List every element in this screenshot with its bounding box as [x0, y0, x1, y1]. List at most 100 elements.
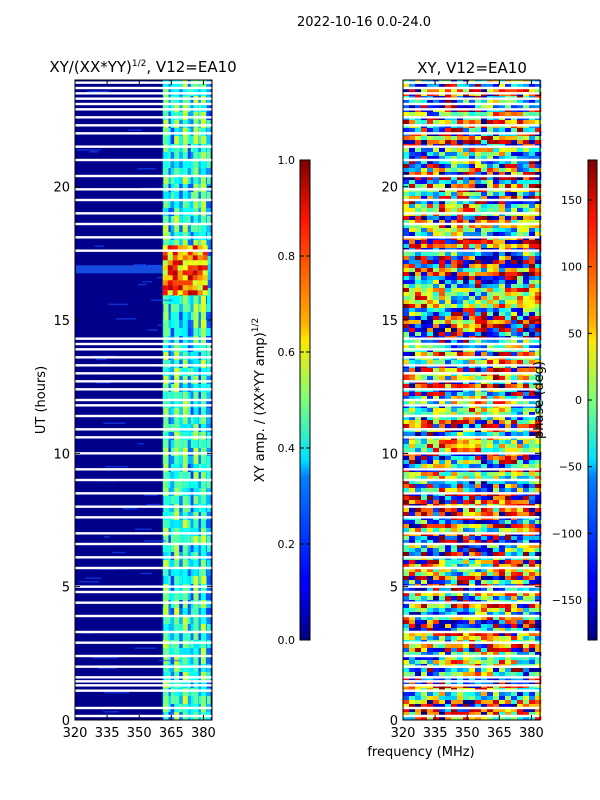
amplitude-cell	[206, 240, 211, 249]
phase-cell	[415, 560, 422, 565]
phase-cell	[523, 416, 530, 421]
phase-cell	[535, 604, 542, 609]
phase-cell	[517, 592, 524, 597]
amplitude-bright-channel	[174, 336, 180, 345]
phase-cell	[439, 328, 446, 333]
phase-cell	[463, 276, 470, 281]
phase-cell	[457, 596, 464, 601]
phase-cell	[457, 520, 464, 525]
phase-cell	[505, 296, 512, 301]
phase-cell	[499, 540, 506, 545]
amplitude-bright-channel	[182, 336, 188, 345]
amplitude-cell	[186, 600, 191, 609]
phase-cell	[511, 204, 518, 209]
phase-cell	[421, 84, 428, 89]
amplitude-hot-cell	[202, 270, 208, 276]
phase-cell	[439, 564, 446, 569]
amplitude-cell	[170, 560, 175, 569]
phase-cell	[403, 204, 410, 209]
amplitude-bright-channel	[163, 592, 169, 601]
phase-cell	[511, 120, 518, 125]
phase-cell	[517, 376, 524, 381]
phase-cell	[481, 580, 488, 585]
amplitude-bright-channel	[200, 168, 206, 177]
phase-cell	[451, 128, 458, 133]
phase-cell	[517, 172, 524, 177]
phase-cell	[475, 448, 482, 453]
phase-cell	[427, 228, 434, 233]
phase-cell	[445, 324, 452, 329]
phase-cell	[505, 488, 512, 493]
phase-cell	[421, 220, 428, 225]
phase-cell	[499, 448, 506, 453]
phase-cell	[409, 592, 416, 597]
phase-cell	[439, 548, 446, 553]
phase-cell	[493, 312, 500, 317]
phase-cell	[439, 652, 446, 657]
phase-cell	[481, 456, 488, 461]
amplitude-cell	[190, 240, 195, 249]
phase-cell	[445, 384, 452, 389]
phase-cell	[517, 192, 524, 197]
phase-cell	[529, 444, 536, 449]
phase-cell	[403, 308, 410, 313]
phase-cell	[409, 552, 416, 557]
phase-cell	[523, 464, 530, 469]
phase-cell	[505, 464, 512, 469]
phase-cell	[463, 652, 470, 657]
phase-cell	[433, 592, 440, 597]
phase-cell	[463, 88, 470, 93]
phase-cell	[457, 432, 464, 437]
phase-cell	[427, 644, 434, 649]
phase-cell	[445, 456, 452, 461]
phase-cell	[457, 148, 464, 153]
phase-cell	[421, 260, 428, 265]
phase-cell	[469, 148, 476, 153]
phase-cell	[493, 536, 500, 541]
phase-cell	[415, 256, 422, 261]
phase-cell	[499, 100, 506, 105]
phase-cell	[445, 332, 452, 337]
phase-cell	[475, 564, 482, 569]
phase-cell	[493, 648, 500, 653]
phase-cell	[421, 552, 428, 557]
phase-cell	[415, 496, 422, 501]
phase-cell	[511, 412, 518, 417]
phase-cell	[499, 396, 506, 401]
phase-cell	[475, 160, 482, 165]
phase-cell	[415, 204, 422, 209]
phase-cell	[433, 528, 440, 533]
phase-cell	[433, 232, 440, 237]
phase-cell	[505, 128, 512, 133]
phase-cell	[487, 288, 494, 293]
amplitude-cell	[170, 688, 175, 697]
phase-cell	[439, 164, 446, 169]
amplitude-cell	[198, 544, 203, 553]
amplitude-hot-cell	[187, 255, 193, 261]
phase-cell	[463, 328, 470, 333]
amplitude-bright-channel	[174, 160, 180, 169]
phase-cell	[457, 120, 464, 125]
amplitude-hot-cell	[172, 275, 178, 281]
phase-cell	[499, 552, 506, 557]
phase-cell	[403, 624, 410, 629]
phase-cell	[481, 164, 488, 169]
phase-cell	[535, 112, 542, 117]
amplitude-colorbar-label-main: XY amp. / (XX*YY amp)	[253, 332, 268, 482]
phase-cell	[451, 656, 458, 661]
phase-cell	[451, 396, 458, 401]
amplitude-cell	[190, 392, 195, 401]
phase-cell	[529, 484, 536, 489]
phase-cell	[475, 196, 482, 201]
amplitude-hot-cell	[162, 290, 168, 296]
amplitude-cell	[178, 632, 183, 641]
amplitude-bright-channel	[174, 136, 180, 145]
phase-cell	[445, 272, 452, 277]
amplitude-hot-cell	[197, 280, 203, 286]
phase-cell	[415, 172, 422, 177]
phase-cell	[433, 324, 440, 329]
phase-cell	[523, 572, 530, 577]
amplitude-y-label: UT (hours)	[34, 366, 49, 434]
phase-cell	[535, 592, 542, 597]
phase-cell	[487, 604, 494, 609]
